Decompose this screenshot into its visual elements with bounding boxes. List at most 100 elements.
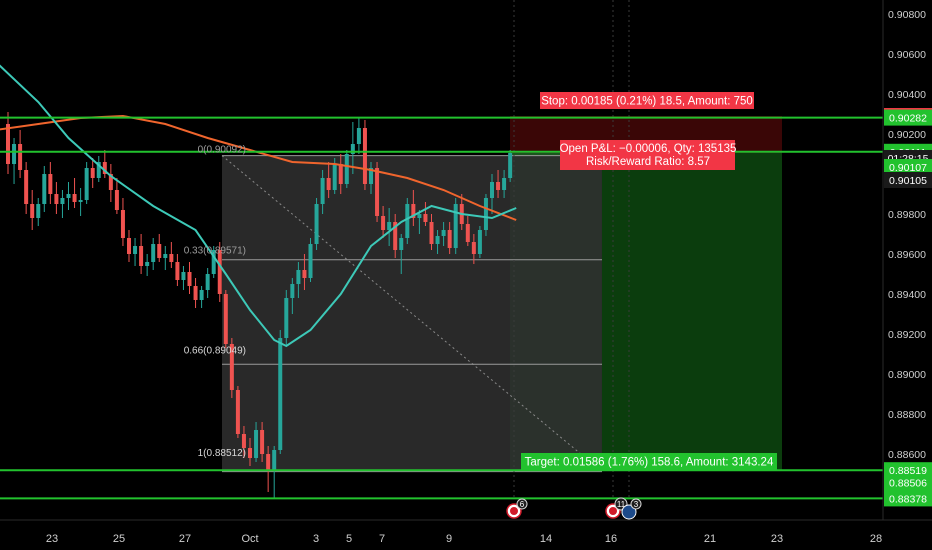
candle-body (102, 162, 107, 174)
x-tick-label: 27 (179, 533, 191, 545)
candle-body (199, 290, 204, 300)
x-tick-label: 16 (605, 533, 617, 545)
candle-body (211, 250, 216, 274)
candle-body (120, 210, 125, 238)
candle-body (362, 128, 367, 184)
fib-label-0: 0(0.90092) (198, 145, 246, 156)
candle-body (399, 238, 404, 250)
candle-body (169, 254, 174, 262)
candle-body (36, 204, 41, 218)
fib-label-033: 0.33(0.89571) (184, 246, 246, 257)
candle-body (205, 274, 210, 290)
time-axis[interactable] (0, 520, 932, 550)
candle-body (278, 338, 283, 450)
candle-body (223, 294, 228, 344)
price-tag[interactable] (884, 159, 932, 175)
y-tick-label: 0.89000 (888, 369, 926, 381)
candle-body (241, 434, 246, 448)
price-tag[interactable] (884, 474, 932, 491)
price-tag[interactable] (884, 462, 932, 479)
candle-body (30, 204, 35, 218)
candle-body (375, 168, 380, 216)
candle-body (90, 168, 95, 178)
price-tag-label: 0.90105 (889, 175, 927, 187)
price-axis[interactable] (883, 0, 932, 520)
candle-body (193, 286, 198, 300)
candle-body (314, 204, 319, 244)
target-label[interactable]: Target: 0.01586 (1.76%) 158.6, Amount: 3… (521, 453, 777, 470)
candle-body (447, 230, 452, 248)
y-tick-label: 0.88600 (888, 449, 926, 461)
candle-body (248, 448, 252, 458)
event-count-3: 3 (634, 500, 639, 509)
target-label-text: Target: 0.01586 (1.76%) 158.6, Amount: 3… (525, 457, 774, 469)
event-badge-flag-1[interactable]: 6 (506, 498, 528, 519)
pnl-label[interactable]: Open P&L: −0.00006, Qty: 135135 Risk/Rew… (560, 140, 737, 170)
price-tag[interactable] (884, 172, 932, 188)
candle-body (157, 244, 162, 258)
candle-body (308, 244, 313, 278)
fib-label-066: 0.66(0.89049) (184, 346, 246, 357)
candle-body (96, 162, 101, 178)
event-count-1: 6 (520, 500, 525, 509)
candle-body (296, 270, 301, 284)
candle-body (483, 198, 488, 230)
candle-body (6, 124, 10, 164)
candle-body (441, 230, 446, 236)
candle-body (175, 262, 180, 280)
candle-body (423, 214, 428, 222)
candle-body (369, 168, 373, 184)
y-tick-label: 0.89200 (888, 329, 926, 341)
risk-reward-text: Risk/Reward Ratio: 8.57 (586, 156, 710, 168)
open-pnl-text: Open P&L: −0.00006, Qty: 135135 (560, 143, 737, 155)
candle-body (393, 222, 398, 250)
y-tick-label: 0.90400 (888, 89, 926, 101)
candle-body (266, 454, 271, 470)
event-count-2: 11 (617, 500, 626, 509)
x-tick-label: 7 (379, 533, 385, 545)
candle-body (151, 244, 156, 262)
y-tick-label: 0.89800 (888, 209, 926, 221)
y-tick-label: 0.89400 (888, 289, 926, 301)
event-badge-flag-3[interactable]: 3 (621, 498, 642, 520)
candle-body (320, 178, 325, 204)
candle-body (127, 238, 131, 254)
candle-body (254, 430, 259, 458)
candle-body (78, 200, 83, 202)
candle-body (508, 153, 513, 178)
candle-body (477, 230, 482, 254)
x-tick-label: 14 (540, 533, 552, 545)
candle-body (235, 390, 240, 434)
candle-body (133, 246, 138, 254)
candle-body (405, 204, 410, 238)
candle-body (471, 242, 476, 254)
candle-body (84, 168, 89, 200)
candle-body (387, 222, 392, 230)
candle-body (411, 204, 416, 218)
candle-body (502, 178, 507, 190)
x-tick-label: 25 (113, 533, 125, 545)
candle-body (108, 174, 113, 190)
candle-body (356, 128, 361, 144)
price-tag-label: 0.90282 (889, 113, 927, 125)
candle-body (163, 254, 168, 258)
candle-body (429, 222, 434, 244)
stop-label[interactable]: Stop: 0.00185 (0.21%) 18.5, Amount: 750 (540, 92, 754, 109)
x-tick-label: Oct (241, 533, 258, 545)
price-tag[interactable] (884, 109, 932, 126)
price-tag[interactable] (884, 490, 932, 507)
x-tick-label: 28 (870, 533, 882, 545)
y-tick-label: 0.89600 (888, 249, 926, 261)
candle-body (453, 204, 458, 248)
candle-body (114, 190, 119, 210)
y-tick-label: 0.88800 (888, 409, 926, 421)
candle-body (48, 174, 53, 194)
price-tag-label: 0.90107 (889, 162, 927, 174)
candle-body (54, 194, 59, 204)
candle-body (72, 194, 77, 202)
fib-label-1: 1(0.88512) (198, 448, 246, 459)
candle-body (490, 182, 494, 198)
y-tick-label: 0.90600 (888, 49, 926, 61)
candle-body (187, 272, 192, 286)
